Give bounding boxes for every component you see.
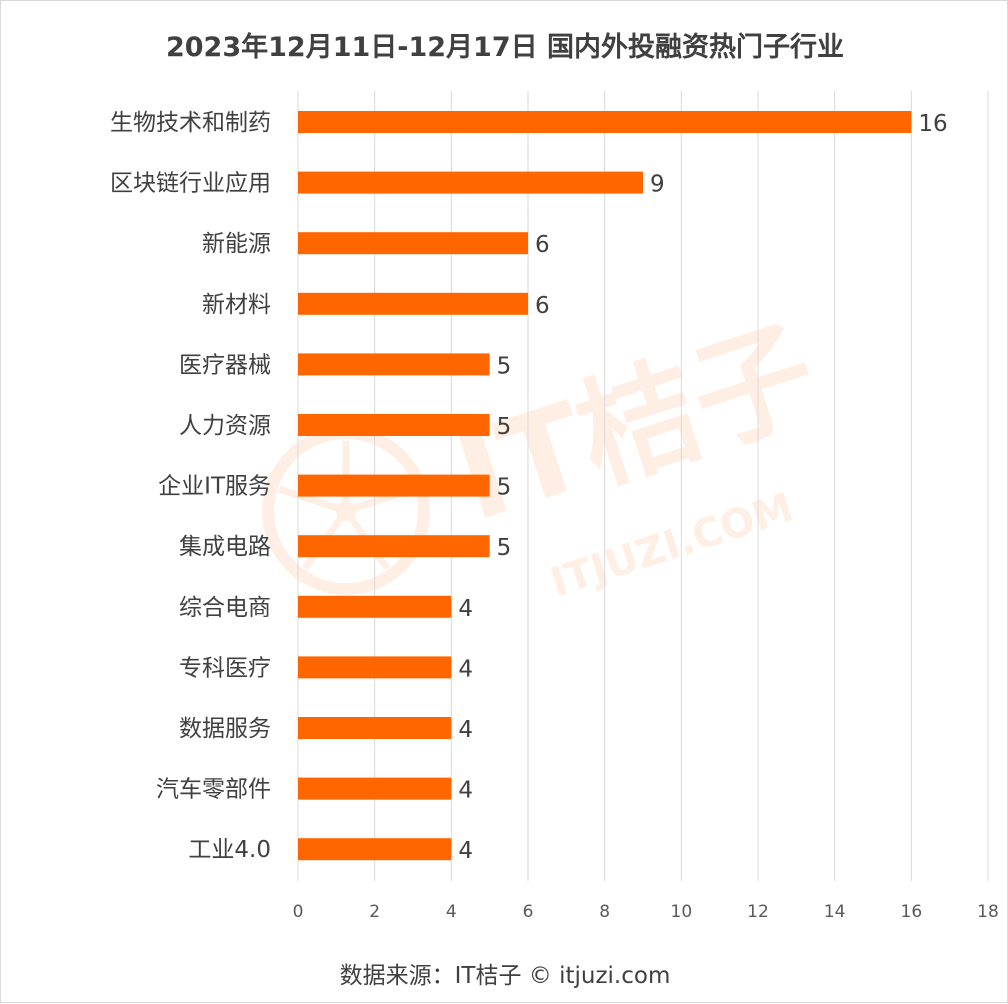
- data-label: 4: [458, 838, 473, 864]
- x-tick-label: 18: [977, 902, 999, 922]
- bar: [298, 414, 490, 436]
- x-tick-label: 16: [901, 902, 923, 922]
- data-label: 6: [535, 293, 550, 319]
- bar: [298, 717, 452, 739]
- bar: [298, 111, 912, 133]
- data-label: 5: [497, 475, 512, 501]
- bar: [298, 535, 490, 558]
- category-label: 医疗器械: [179, 352, 271, 378]
- category-label: 人力资源: [179, 413, 271, 439]
- data-label: 16: [918, 111, 947, 137]
- category-label: 集成电路: [179, 534, 271, 560]
- category-label: 工业4.0: [188, 837, 271, 863]
- category-label: 企业IT服务: [158, 474, 271, 500]
- category-label: 区块链行业应用: [110, 171, 271, 197]
- data-label: 4: [458, 596, 473, 622]
- bar: [298, 838, 452, 861]
- chart-title: 2023年12月11日-12月17日 国内外投融资热门子行业: [165, 32, 845, 63]
- category-label: 汽车零部件: [156, 777, 271, 803]
- data-label: 5: [497, 353, 512, 379]
- data-label: 6: [535, 232, 550, 258]
- x-tick-label: 4: [446, 902, 457, 922]
- x-tick-label: 8: [599, 902, 610, 922]
- data-source-footer: 数据来源：IT桔子 © itjuzi.com: [339, 963, 671, 989]
- x-tick-label: 10: [671, 902, 693, 922]
- x-tick-label: 0: [293, 902, 304, 922]
- x-tick-label: 2: [369, 902, 380, 922]
- bar: [298, 171, 643, 194]
- data-label: 4: [458, 656, 473, 682]
- x-axis-ticks: 0 2 4 6 8 10 12 14 16 18: [293, 902, 999, 922]
- data-label: 5: [497, 535, 512, 561]
- data-label: 9: [650, 172, 665, 198]
- watermark: IT桔子 ITJUZI.COM: [262, 303, 832, 606]
- bar: [298, 292, 528, 315]
- bar: [298, 777, 452, 800]
- data-label: 5: [497, 414, 512, 440]
- category-label: 新材料: [202, 292, 271, 318]
- category-label: 新能源: [202, 231, 271, 257]
- data-label: 4: [458, 717, 473, 743]
- x-tick-label: 6: [523, 902, 534, 922]
- bars: [298, 111, 912, 861]
- x-tick-label: 12: [747, 902, 769, 922]
- category-label: 数据服务: [179, 716, 271, 742]
- category-label: 生物技术和制药: [110, 110, 271, 136]
- bar: [298, 595, 452, 618]
- bar: [298, 474, 490, 497]
- bar: [298, 656, 452, 679]
- value-labels: 16 9 6 6 5 5 5 5 4 4 4 4 4: [458, 111, 947, 864]
- bar: [298, 353, 490, 376]
- category-label: 综合电商: [179, 595, 271, 621]
- category-labels: 生物技术和制药区块链行业应用新能源新材料医疗器械人力资源企业IT服务集成电路综合…: [110, 110, 271, 863]
- x-tick-label: 14: [824, 902, 846, 922]
- data-label: 4: [458, 778, 473, 804]
- orange-slice-watermark-icon: [262, 427, 430, 595]
- bar: [298, 232, 528, 255]
- category-label: 专科医疗: [179, 655, 271, 681]
